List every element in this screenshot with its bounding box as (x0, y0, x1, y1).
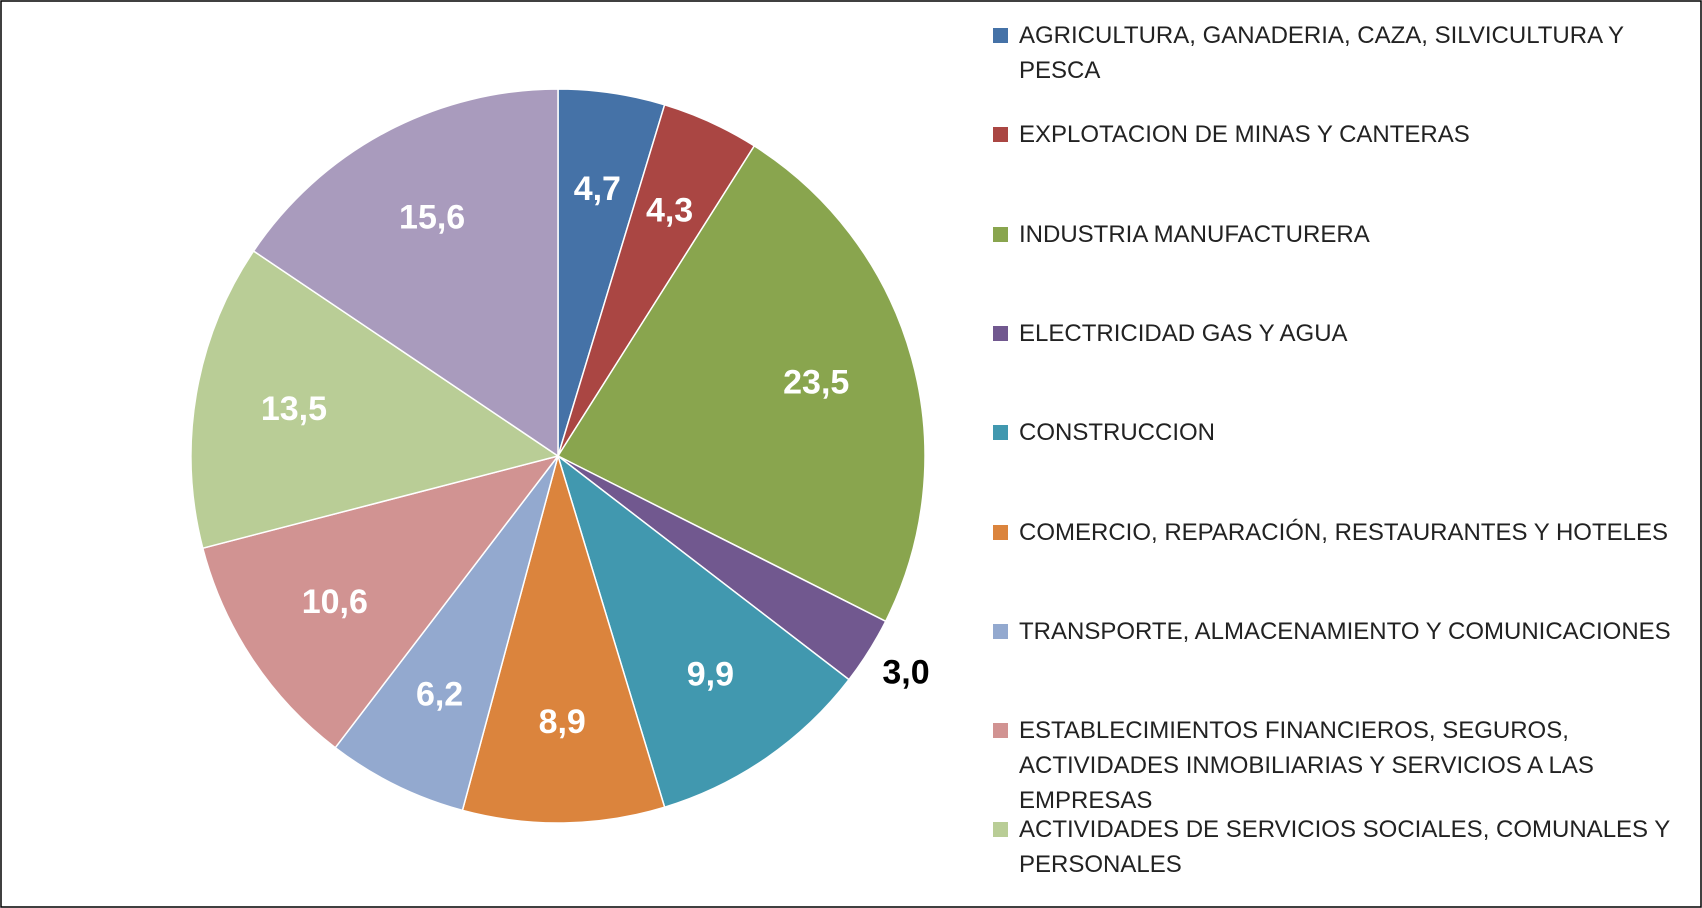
pie-slice (201, 454, 560, 749)
legend-swatch (993, 723, 1008, 739)
data-label: 6,2 (416, 675, 463, 713)
legend-entry: EXPLOTACION DE MINAS Y CANTERAS (993, 117, 1673, 152)
legend-entry: AGRICULTURA, GANADERIA, CAZA, SILVICULTU… (993, 18, 1673, 88)
pie-slice (334, 455, 559, 812)
legend-label: ACTIVIDADES DE SERVICIOS SOCIALES, COMUN… (1019, 816, 1670, 879)
data-label: 9,9 (687, 655, 734, 693)
data-label: 8,9 (539, 703, 586, 741)
pie-slice (461, 453, 666, 824)
legend-swatch (993, 822, 1008, 838)
legend-label: ELECTRICIDAD GAS Y AGUA (1019, 319, 1348, 347)
legend-entry: ACTIVIDADES DE SERVICIOS SOCIALES, COMUN… (993, 812, 1673, 882)
pie-slice (190, 249, 560, 550)
legend-swatch (993, 226, 1008, 242)
legend-label: AGRICULTURA, GANADERIA, CAZA, SILVICULTU… (1019, 22, 1624, 84)
legend-entry: COMERCIO, REPARACIÓN, RESTAURANTES Y HOT… (993, 515, 1673, 550)
legend-swatch (993, 325, 1008, 341)
data-label: 4,7 (574, 170, 621, 208)
legend-swatch (993, 524, 1008, 540)
data-label: 15,6 (399, 198, 465, 236)
legend-label: COMERCIO, REPARACIÓN, RESTAURANTES Y HOT… (1019, 518, 1669, 546)
legend-entry: TRANSPORTE, ALMACENAMIENTO Y COMUNICACIO… (993, 614, 1673, 649)
legend-label: ESTABLECIMIENTOS FINANCIEROS, SEGUROS, A… (1019, 717, 1594, 815)
data-label: 13,5 (261, 390, 327, 428)
legend-label: CONSTRUCCION (1019, 419, 1215, 447)
legend-swatch (993, 28, 1008, 43)
data-label: 23,5 (783, 364, 849, 402)
legend-entry: CONSTRUCCION (993, 415, 1673, 450)
data-label: 10,6 (302, 583, 368, 621)
data-label: 4,3 (646, 191, 693, 229)
legend-swatch (993, 425, 1008, 441)
legend-swatch (993, 127, 1008, 143)
pie-slice (252, 88, 559, 458)
data-label: 3,0 (882, 654, 929, 692)
legend-label: EXPLOTACION DE MINAS Y CANTERAS (1019, 121, 1470, 149)
legend-entry: INDUSTRIA MANUFACTURERA (993, 217, 1673, 252)
legend-label: TRANSPORTE, ALMACENAMIENTO Y COMUNICACIO… (1019, 617, 1671, 645)
legend-swatch (993, 623, 1008, 639)
pie-slice (556, 453, 851, 809)
legend-entry: ESTABLECIMIENTOS FINANCIEROS, SEGUROS, A… (993, 713, 1673, 818)
legend-label: INDUSTRIA MANUFACTURERA (1019, 220, 1370, 248)
pie-slice (556, 144, 926, 623)
legend-entry: ELECTRICIDAD GAS Y AGUA (993, 316, 1673, 351)
